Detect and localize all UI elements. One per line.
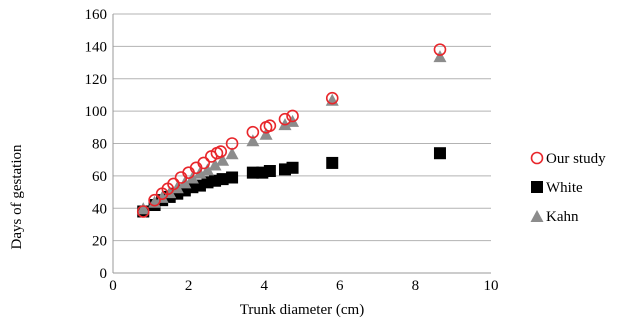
y-axis-label: Days of gestation xyxy=(9,144,25,249)
data-point xyxy=(136,205,150,218)
data-point xyxy=(214,145,228,158)
data-point xyxy=(433,50,447,63)
data-point xyxy=(163,186,177,199)
data-point xyxy=(246,166,259,179)
x-tick-labels: 0 2 4 6 8 10 xyxy=(109,278,498,294)
legend-marker xyxy=(531,181,543,193)
data-point xyxy=(148,193,161,207)
data-points xyxy=(136,43,447,218)
x-tick-label: 4 xyxy=(260,278,268,294)
y-tick-label: 20 xyxy=(92,234,107,250)
y-tick-label: 100 xyxy=(85,104,108,120)
legend-marker xyxy=(530,210,544,222)
legend-item: Our study xyxy=(530,151,606,167)
x-tick-label: 2 xyxy=(185,278,193,294)
x-tick-label: 8 xyxy=(412,278,420,294)
legend-label: Our study xyxy=(546,151,606,167)
y-tick-label: 0 xyxy=(100,266,108,282)
data-point xyxy=(246,125,260,139)
data-point xyxy=(326,156,339,169)
legend: Our study White Kahn xyxy=(530,151,606,225)
x-tick-label: 6 xyxy=(336,278,344,294)
data-point xyxy=(286,161,299,174)
legend-marker xyxy=(530,151,544,165)
data-point xyxy=(433,147,446,160)
data-point xyxy=(208,158,222,171)
data-point xyxy=(433,43,447,56)
data-point xyxy=(201,163,214,176)
y-tick-labels: 0 20 40 60 80 100 120 140 160 xyxy=(85,7,108,282)
y-tick-label: 60 xyxy=(92,169,107,185)
data-point xyxy=(226,171,239,184)
x-axis-label: Trunk diameter (cm) xyxy=(240,302,364,318)
data-point xyxy=(136,202,150,215)
data-point xyxy=(225,147,239,160)
legend-item: White xyxy=(531,180,583,196)
axes xyxy=(112,14,491,274)
data-point xyxy=(246,134,260,147)
data-point xyxy=(259,127,273,140)
y-tick-label: 120 xyxy=(85,72,108,88)
data-point xyxy=(197,156,211,170)
data-point xyxy=(216,153,230,166)
legend-label: Kahn xyxy=(546,209,579,225)
data-point xyxy=(263,119,277,132)
legend-item: Kahn xyxy=(530,209,579,225)
legend-label: White xyxy=(546,180,583,196)
x-tick-label: 10 xyxy=(484,278,499,294)
data-point xyxy=(286,109,299,123)
data-point xyxy=(155,190,169,203)
data-point xyxy=(216,173,229,186)
series-our-study xyxy=(136,43,447,218)
data-point xyxy=(325,91,339,105)
data-point xyxy=(167,177,180,191)
data-point xyxy=(263,165,276,178)
data-point xyxy=(225,137,239,150)
y-tick-label: 80 xyxy=(92,137,107,153)
x-tick-label: 0 xyxy=(109,278,117,294)
y-tick-label: 140 xyxy=(85,39,108,55)
y-tick-label: 40 xyxy=(92,201,107,217)
y-tick-label: 160 xyxy=(85,7,108,23)
data-point xyxy=(278,112,292,126)
